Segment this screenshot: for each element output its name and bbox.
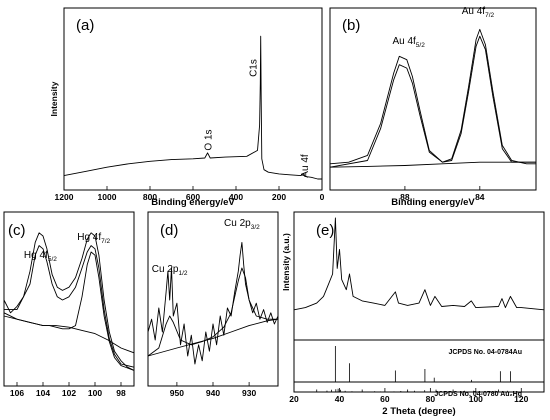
panel-b-xlabel: Binding energy/eV (391, 197, 475, 208)
panel-e-tick-label: 80 (426, 394, 436, 404)
peak-label-main: Au 4f (462, 6, 486, 17)
panel-b-frame (329, 7, 537, 191)
peak-label-main: Cu 2p (224, 218, 251, 229)
panel-d-trace-1 (147, 318, 279, 357)
panel-e-tick-label: 20 (289, 394, 299, 404)
panel-a-trace-0 (63, 35, 322, 180)
panel-e-tick-label: 40 (335, 394, 345, 404)
panel-c-tick-label: 106 (10, 388, 24, 398)
panel-a-xlabel: Binding energy/eV (151, 197, 235, 208)
panel-a-tick-label: 1000 (98, 192, 117, 202)
panel-a-tick-label: 1200 (55, 192, 74, 202)
panel-e-tick-label: 100 (469, 394, 483, 404)
panel-c-tick-label: 104 (36, 388, 50, 398)
panel-a-tick-label: 600 (186, 192, 200, 202)
peak-label-subscript: 7/2 (485, 12, 494, 19)
peak-label-main: Hg 4f (24, 250, 48, 261)
panel-a-tick-label: 0 (320, 192, 325, 202)
panel-e-label: (e) (316, 222, 334, 239)
panel-d: 950 940 930(d)Cu 2p1/2Cu 2p3/2 (147, 211, 279, 398)
panel-e-tick-label: 60 (380, 394, 390, 404)
panel-b-tick-label: 88 (400, 192, 410, 202)
peak-label-subscript: 3/2 (251, 224, 260, 231)
panel-e-frame (293, 211, 545, 393)
peak-label-main: Hg 4f (77, 232, 101, 243)
panel-d-tick-label: 950 (170, 388, 184, 398)
panel-b-tick-label: 84 (475, 192, 485, 202)
peak-label-main: Au 4f (392, 36, 416, 47)
panel-d-trace-0 (147, 241, 279, 365)
peak-label: Au 4f5/2 (392, 36, 425, 49)
panel-b-trace-0 (329, 28, 536, 165)
panel-a-tick-label: 800 (143, 192, 157, 202)
panel-d-trace-2 (147, 267, 278, 357)
panel-c-tick-label: 98 (116, 388, 126, 398)
panel-d-label: (d) (160, 222, 178, 239)
peak-label: Hg 4f5/2 (24, 250, 57, 263)
panel-c-tick-label: 100 (88, 388, 102, 398)
panel-b-trace-2 (329, 35, 536, 168)
peak-label-subscript: 1/2 (178, 270, 187, 277)
panel-e-trace-0 (293, 217, 545, 311)
panel-e-xlabel: 2 Theta (degree) (382, 406, 455, 417)
panel-c-label: (c) (8, 222, 26, 239)
panel-a-tick-label: 200 (272, 192, 286, 202)
panel-c-trace-1 (3, 312, 135, 354)
panel-a: 1200 1000 800 600 400 200 0 (a) Binding energy/e… (49, 7, 325, 208)
panel-c-trace-2 (4, 245, 135, 368)
panel-e-tick-label: 120 (514, 394, 528, 404)
panel-d-tick-label: 940 (206, 388, 220, 398)
peak-label: C1s (249, 59, 260, 77)
peak-label-subscript: 5/2 (48, 256, 57, 263)
peak-label-subscript: 7/2 (101, 238, 110, 245)
peak-label: O 1s (204, 129, 215, 150)
reference-label: JCPDS No. 04-0784Au (448, 349, 522, 356)
peak-label: Hg 4f7/2 (77, 232, 110, 245)
peak-label: Cu 2p1/2 (152, 264, 188, 277)
peak-label: Cu 2p3/2 (224, 218, 260, 231)
panel-b-trace-1 (329, 161, 536, 168)
panel-a-frame (63, 7, 323, 191)
peak-label-main: Cu 2p (152, 264, 179, 275)
panel-a-ylabel: Intensity (49, 81, 59, 116)
panel-a-tick-label: 400 (229, 192, 243, 202)
panel-a-label: (a) (76, 17, 94, 34)
panel-c-trace-0 (3, 232, 135, 371)
panel-e: 20 40 60 80 100 120 (e) 2 Theta (degree) Intensi… (281, 211, 545, 417)
panel-c-tick-label: 102 (62, 388, 76, 398)
peak-label: Au 4f7/2 (462, 6, 495, 19)
panel-d-tick-label: 930 (242, 388, 256, 398)
peak-label-subscript: 5/2 (416, 42, 425, 49)
panel-b-label: (b) (342, 17, 360, 34)
panel-c-trace-3 (3, 251, 135, 371)
panel-c: 106 104 102 100 98(c)Hg 4f5/2Hg 4f7/2 (3, 211, 135, 398)
peak-label: Au 4f (300, 154, 311, 178)
panel-e-ylabel: Intensity (a.u.) (281, 233, 291, 291)
reference-label: JCPDS No. 04-0780 Au₂Hg (434, 391, 522, 398)
